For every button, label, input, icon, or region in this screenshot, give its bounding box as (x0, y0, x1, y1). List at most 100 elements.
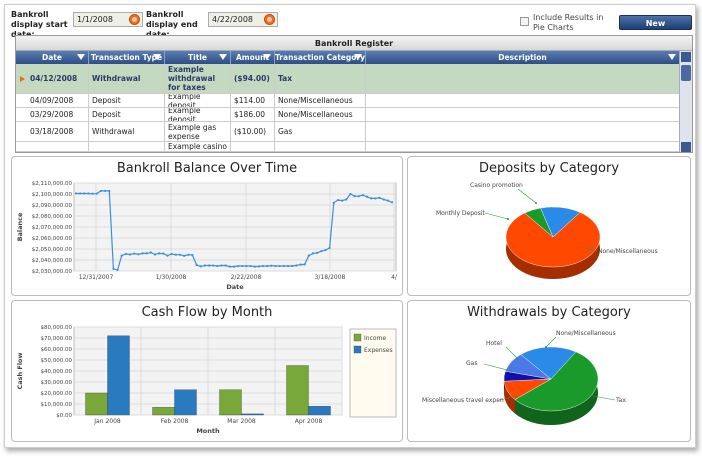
y-tick-label: $80,000.00 (41, 325, 73, 331)
y-tick-label: $2,060,000.00 (32, 236, 73, 242)
x-tick-label: 12/31/2007 (79, 274, 114, 281)
legend-label: Expenses (364, 347, 393, 354)
data-point (320, 250, 323, 253)
new-transaction-button[interactable]: New Transaction... (619, 15, 692, 43)
register-title: Bankroll Register (16, 36, 692, 51)
data-point (361, 194, 364, 197)
table-row[interactable]: 04/09/2008 Deposit Example deposit $114.00 N… (16, 94, 680, 108)
income-bar (152, 407, 175, 416)
x-tick-label: Feb 2008 (161, 418, 189, 425)
data-point (220, 264, 223, 267)
table-row[interactable]: 03/18/2008 Withdrawal Example gas expense(… (16, 122, 680, 142)
data-point (99, 189, 103, 193)
leader-dot (507, 218, 509, 220)
bankroll-register: Bankroll Register Date Transaction Type … (15, 35, 693, 153)
leader-line (517, 188, 537, 204)
data-point (91, 192, 94, 195)
data-point (158, 252, 161, 255)
scroll-up-icon[interactable] (681, 52, 691, 62)
data-point (104, 189, 107, 193)
table-cell: Withdrawal (89, 122, 165, 141)
leader-line (499, 395, 517, 401)
balance-chart: $2,110,000.00 $2,100,000.00 $2,090,000.00 $… (16, 181, 398, 291)
col-description[interactable]: Description (366, 51, 680, 64)
start-date-label: Bankroll display start date: (11, 10, 68, 39)
leader-line (483, 363, 512, 372)
filter-icon[interactable] (668, 54, 676, 60)
expenses-bar (107, 335, 130, 416)
y-tick-label: $50,000.00 (41, 358, 73, 364)
table-cell (366, 122, 680, 141)
balance-chart-panel: Bankroll Balance Over Time $2,110,000.00… (11, 156, 403, 296)
cashflow-chart-panel: Cash Flow by Month $80,000.00 $70,000.00 $… (11, 300, 403, 442)
current-row-arrow-icon (20, 76, 25, 82)
filter-icon[interactable] (153, 54, 161, 60)
filter-icon[interactable] (77, 54, 85, 60)
table-cell: None/Miscellaneous (275, 108, 366, 121)
filter-icon[interactable] (219, 54, 227, 60)
scroll-thumb[interactable] (681, 65, 691, 81)
start-date-value: 1/1/2008 (77, 15, 113, 24)
end-date-field[interactable]: 4/22/2008 (208, 12, 278, 27)
pie-top (505, 206, 601, 268)
income-bar (286, 365, 309, 416)
data-point (116, 268, 119, 271)
withdrawals-chart-panel: Withdrawals by Category Tax None/Miscella… (407, 300, 691, 442)
data-point (336, 198, 340, 202)
data-point (245, 264, 248, 268)
end-calendar-icon[interactable] (264, 14, 275, 25)
table-cell (366, 142, 680, 151)
table-row[interactable]: 03/29/2008 Deposit Example deposit $186.00 N… (16, 108, 680, 122)
data-point (232, 265, 236, 268)
pie-slice (514, 351, 599, 412)
data-point (199, 265, 202, 268)
col-date[interactable]: Date (16, 51, 89, 64)
data-point (183, 254, 186, 257)
table-cell: Example deposit (165, 94, 231, 107)
table-row[interactable]: Example casino (16, 142, 680, 152)
y-tick-label: $2,110,000.00 (32, 181, 73, 187)
table-cell: Deposit (89, 108, 165, 121)
start-calendar-icon[interactable] (129, 14, 140, 25)
filter-icon[interactable] (263, 54, 271, 60)
pie-slice (540, 206, 581, 238)
include-pie-checkbox[interactable] (520, 17, 529, 26)
x-axis-label: Month (196, 427, 220, 435)
data-point (291, 264, 294, 268)
table-row[interactable]: 04/12/2008 Withdrawal Example withdrawal f… (16, 64, 680, 94)
data-point (241, 264, 244, 268)
data-point (270, 264, 273, 267)
table-cell: Example gas expense (165, 122, 231, 141)
col-amount[interactable]: Amount (231, 51, 275, 64)
data-point (112, 267, 115, 270)
register-scrollbar[interactable] (679, 51, 692, 152)
data-point (87, 192, 90, 195)
deposits-chart-title: Deposits by Category (478, 161, 620, 176)
filter-icon[interactable] (354, 54, 362, 60)
col-title[interactable]: Title (165, 51, 231, 64)
data-point (216, 264, 219, 268)
scroll-down-icon[interactable] (681, 142, 691, 152)
data-point (124, 252, 127, 256)
data-point (324, 249, 327, 252)
x-tick-label: 1/30/2008 (156, 274, 187, 281)
x-tick-label: Mar 2008 (227, 418, 256, 425)
withdrawals-pie-chart: Tax None/Miscellaneous Hotel Gas Miscellaneo… (422, 330, 626, 425)
pie-label: None/Miscellaneous (556, 330, 616, 337)
data-point (349, 192, 352, 196)
x-tick-label: Jan 2008 (93, 418, 121, 425)
col-category[interactable]: Transaction Category (275, 51, 366, 64)
table-cell (16, 142, 89, 151)
data-point (141, 252, 144, 255)
legend-swatch (353, 333, 362, 342)
data-point (286, 264, 290, 268)
leader-dot (587, 248, 589, 250)
expenses-bar (308, 406, 331, 416)
table-cell: ($94.00) (231, 64, 275, 93)
data-point (353, 195, 356, 198)
y-tick-label: $10,000.00 (41, 402, 73, 408)
start-date-field[interactable]: 1/1/2008 (73, 12, 143, 27)
y-tick-label: $2,070,000.00 (32, 225, 73, 231)
col-type[interactable]: Transaction Type (89, 51, 165, 64)
table-cell: Withdrawal (89, 64, 165, 93)
